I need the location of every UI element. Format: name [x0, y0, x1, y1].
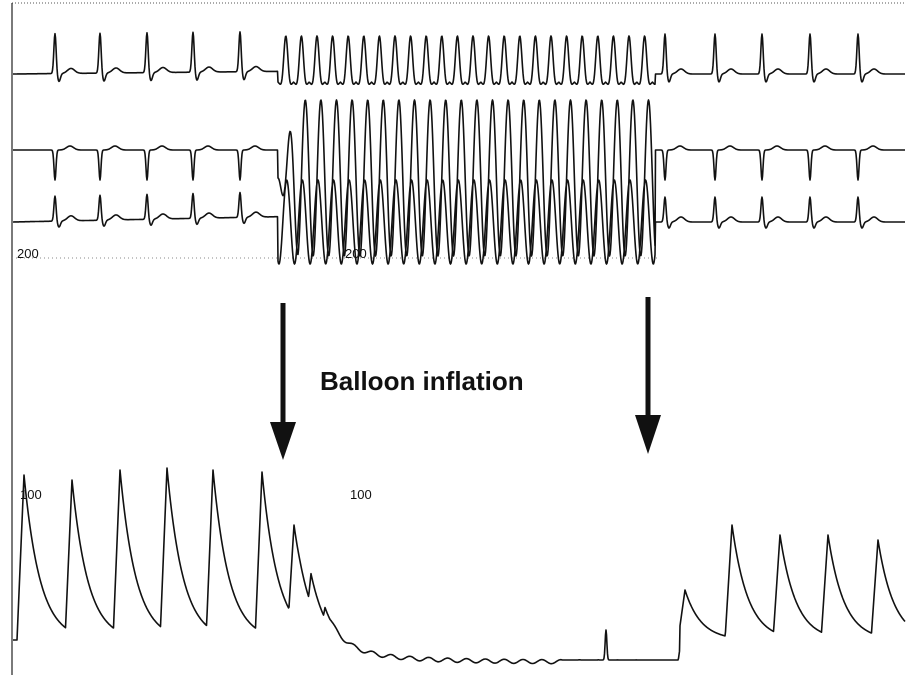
traces — [12, 31, 906, 665]
scale-label: 200 — [345, 246, 367, 261]
scale-label: 200 — [17, 246, 39, 261]
scale-label: 100 — [20, 487, 42, 502]
arrow — [635, 297, 661, 454]
annotation: Balloon inflation — [320, 366, 524, 396]
arrow — [270, 303, 296, 460]
ecg-lead — [12, 99, 906, 257]
ecg-lead — [12, 179, 906, 265]
ecg-lead — [12, 31, 906, 86]
pressure-trace — [12, 467, 906, 665]
scale-label: 100 — [350, 487, 372, 502]
